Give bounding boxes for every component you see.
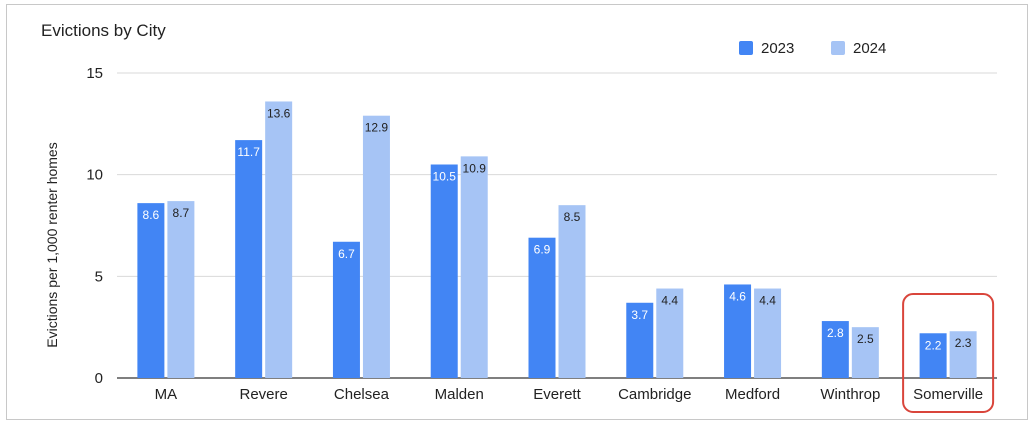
bar-2023-winthrop: [821, 321, 849, 378]
chart-frame: Evictions by City 2023 2024 0 5 10 15 Evicti…: [6, 4, 1028, 420]
y-tick-label: 10: [86, 167, 103, 184]
data-label-2023-everett: 6.9: [534, 243, 551, 257]
chart-title: Evictions by City: [41, 21, 166, 40]
bar-2023-chelsea: [332, 241, 360, 378]
data-label-2023-medford: 4.6: [729, 289, 746, 303]
data-label-2024-medford: 4.4: [759, 294, 776, 308]
data-label-2023-winthrop: 2.8: [827, 326, 844, 340]
data-label-2024-cambridge: 4.4: [661, 294, 678, 308]
y-tick-label: 0: [95, 370, 103, 387]
bar-2024-malden: [460, 156, 488, 378]
category-label-everett: Everett: [533, 386, 581, 403]
category-label-ma: MA: [155, 386, 178, 403]
bar-2023-everett: [528, 237, 556, 378]
bar-2023-revere: [235, 140, 263, 378]
category-labels: MA Revere Chelsea Malden Everett Cambridge Med…: [155, 386, 983, 403]
y-tick-label: 15: [86, 65, 103, 82]
legend-label-2023: 2023: [761, 40, 794, 57]
bar-2023-medford: [724, 284, 752, 378]
y-axis-ticks: 0 5 10 15: [86, 65, 103, 387]
bar-2024-chelsea: [362, 115, 390, 378]
category-label-medford: Medford: [725, 386, 780, 403]
data-label-2024-ma: 8.7: [173, 206, 190, 220]
data-label-2023-ma: 8.6: [143, 208, 160, 222]
highlight-box: [902, 293, 995, 413]
y-tick-label: 5: [95, 268, 103, 285]
data-label-2024-chelsea: 12.9: [365, 121, 389, 135]
evictions-bar-chart: Evictions by City 2023 2024 0 5 10 15 Evicti…: [41, 21, 997, 413]
category-label-cambridge: Cambridge: [618, 386, 691, 403]
bar-2024-winthrop: [851, 327, 879, 378]
bar-2024-ma: [167, 201, 195, 378]
bars: 8.6 8.7 11.7 13.6 6.7 12.9 10.5 10.9 6.9 8.5 3.7 4.…: [137, 101, 977, 378]
bar-2023-ma: [137, 203, 165, 378]
bar-2023-cambridge: [626, 302, 654, 378]
category-label-somerville: Somerville: [913, 386, 983, 403]
legend-label-2024: 2024: [853, 40, 886, 57]
category-label-winthrop: Winthrop: [820, 386, 880, 403]
somerville-highlight-box: [902, 293, 995, 413]
data-label-2024-malden: 10.9: [463, 161, 487, 175]
bar-2024-somerville: [949, 331, 977, 378]
bar-2024-revere: [265, 101, 293, 378]
data-label-2023-malden: 10.5: [433, 170, 457, 184]
legend-swatch-2023: [739, 41, 753, 55]
bar-2023-malden: [430, 164, 458, 378]
category-label-revere: Revere: [239, 386, 287, 403]
category-label-malden: Malden: [435, 386, 484, 403]
legend-swatch-2024: [831, 41, 845, 55]
data-label-2023-chelsea: 6.7: [338, 247, 355, 261]
data-label-2023-somerville: 2.2: [925, 338, 942, 352]
bar-2024-everett: [558, 205, 586, 378]
legend: 2023 2024: [739, 40, 886, 57]
data-label-2024-revere: 13.6: [267, 106, 291, 120]
data-label-2023-cambridge: 3.7: [631, 308, 648, 322]
bar-2023-somerville: [919, 333, 947, 378]
data-label-2024-winthrop: 2.5: [857, 332, 874, 346]
data-label-2024-everett: 8.5: [564, 210, 581, 224]
data-label-2023-revere: 11.7: [237, 145, 260, 159]
bar-2024-cambridge: [656, 288, 684, 378]
category-label-chelsea: Chelsea: [334, 386, 390, 403]
gridlines: [117, 72, 997, 379]
bar-2024-medford: [754, 288, 782, 378]
data-label-2024-somerville: 2.3: [955, 336, 972, 350]
y-axis-label: Evictions per 1,000 renter homes: [44, 142, 60, 347]
